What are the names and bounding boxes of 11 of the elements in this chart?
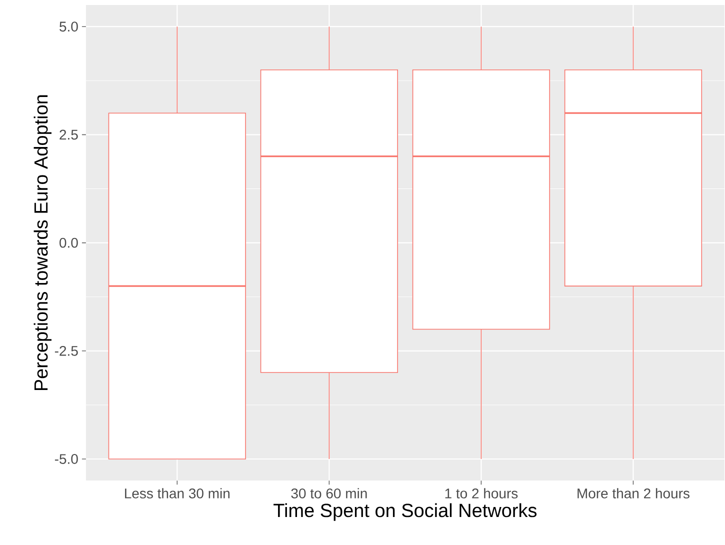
x-tick-label: 1 to 2 hours xyxy=(445,488,518,499)
y-tick-label: -5.0 xyxy=(54,454,78,464)
y-tick-label: 0.0 xyxy=(60,238,78,248)
x-axis-title: Time Spent on Social Networks xyxy=(274,503,537,522)
x-tick-label: More than 2 hours xyxy=(578,488,690,499)
y-tick-label: -2.5 xyxy=(54,346,78,356)
y-tick-label: 2.5 xyxy=(60,130,78,140)
x-tick-label: Less than 30 min xyxy=(125,488,230,499)
y-tick-label: 5.0 xyxy=(60,22,78,32)
y-axis-title: Perceptions towards Euro Adoption xyxy=(34,96,52,390)
x-tick-label: 30 to 60 min xyxy=(291,488,367,499)
